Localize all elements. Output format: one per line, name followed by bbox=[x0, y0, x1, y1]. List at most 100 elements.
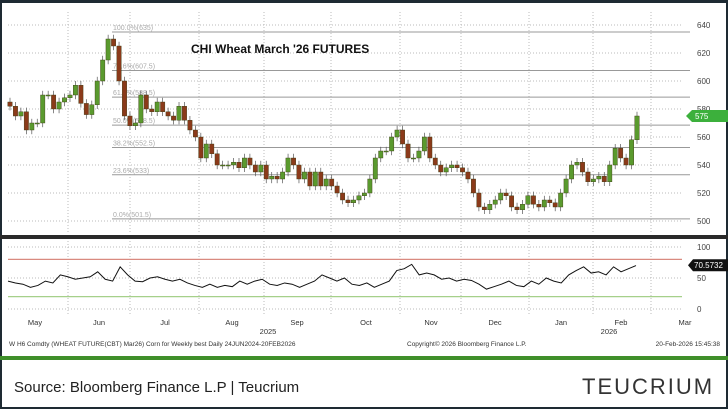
candle-body bbox=[258, 164, 264, 173]
candle-body bbox=[389, 136, 395, 152]
candle-body bbox=[405, 143, 411, 159]
candle-body bbox=[62, 97, 67, 103]
candle-body bbox=[242, 157, 247, 169]
candle-body bbox=[383, 150, 389, 153]
rsi-tick-label: 50 bbox=[697, 274, 706, 283]
candle-body bbox=[509, 195, 514, 208]
candle-body bbox=[498, 192, 504, 201]
last-price-tag bbox=[686, 110, 728, 122]
candle-body bbox=[612, 147, 618, 166]
last-price-label: 575 bbox=[695, 112, 709, 121]
candle-body bbox=[231, 161, 236, 166]
candle-body bbox=[89, 104, 95, 115]
fib-level-label: 23.6%(533) bbox=[113, 168, 149, 175]
candle-body bbox=[465, 171, 471, 180]
panel-separator bbox=[0, 235, 728, 239]
source-caption: Source: Bloomberg Finance L.P | Teucrium bbox=[14, 379, 300, 396]
candle-body bbox=[56, 101, 62, 110]
price-tick-label: 580 bbox=[697, 105, 711, 114]
candle-body bbox=[460, 167, 465, 173]
candle-body bbox=[492, 199, 498, 205]
candle-body bbox=[252, 164, 258, 173]
candle-body bbox=[192, 129, 198, 138]
price-tick-label: 600 bbox=[697, 77, 711, 86]
candle-body bbox=[558, 192, 564, 208]
candle-body bbox=[367, 178, 373, 194]
candle-body bbox=[209, 143, 215, 155]
candle-body bbox=[105, 38, 111, 61]
candle-body bbox=[29, 122, 35, 131]
candle-body bbox=[552, 202, 558, 208]
candle-body bbox=[220, 164, 226, 167]
month-label: Feb bbox=[615, 318, 628, 327]
year-label: 2026 bbox=[601, 327, 618, 336]
candle-body bbox=[182, 105, 187, 121]
candle-body bbox=[547, 199, 553, 203]
candle-body bbox=[132, 122, 138, 126]
fib-level-label: 78.6%(607.5) bbox=[113, 64, 155, 71]
candle-body bbox=[449, 164, 455, 168]
candle-body bbox=[285, 157, 291, 173]
candle-body bbox=[487, 203, 493, 210]
candle-body bbox=[127, 115, 133, 127]
candle-body bbox=[154, 101, 160, 113]
candle-body bbox=[378, 150, 384, 159]
candle-body bbox=[438, 164, 444, 173]
candle-body bbox=[143, 94, 149, 110]
candle-body bbox=[471, 178, 476, 194]
candle-body bbox=[563, 178, 569, 194]
candle-body bbox=[574, 161, 580, 166]
month-label: Jan bbox=[555, 318, 567, 327]
candle-body bbox=[481, 206, 487, 210]
brand-divider bbox=[0, 356, 728, 360]
candle-body bbox=[274, 175, 280, 180]
candle-body bbox=[590, 178, 596, 182]
candle-body bbox=[214, 153, 220, 166]
candle-body bbox=[203, 143, 209, 159]
candle-body bbox=[307, 171, 313, 187]
footer-timestamp: 20-Feb-2026 15:45:38 bbox=[656, 341, 721, 348]
price-tick-label: 500 bbox=[697, 217, 711, 226]
year-label: 2025 bbox=[260, 327, 277, 336]
candle-body bbox=[269, 175, 275, 180]
candle-body bbox=[361, 192, 367, 196]
candle-body bbox=[116, 45, 122, 82]
chart-title: CHI Wheat March '26 FUTURES bbox=[191, 42, 370, 56]
candle-body bbox=[18, 111, 24, 117]
candle-body bbox=[427, 136, 433, 159]
candle-body bbox=[525, 195, 531, 205]
price-tick-label: 620 bbox=[697, 49, 711, 58]
candle-body bbox=[400, 129, 405, 145]
price-tick-label: 540 bbox=[697, 161, 711, 170]
candle-body bbox=[421, 136, 427, 152]
candle-body bbox=[318, 171, 324, 187]
month-label: Aug bbox=[225, 318, 238, 327]
candle-body bbox=[345, 199, 351, 203]
fib-level-label: 100.0%(635) bbox=[113, 25, 153, 32]
candle-body bbox=[94, 80, 100, 105]
candle-body bbox=[340, 192, 345, 201]
candle-body bbox=[580, 161, 585, 173]
candle-body bbox=[83, 103, 89, 115]
candle-body bbox=[296, 164, 302, 180]
candle-body bbox=[629, 139, 634, 166]
candle-body bbox=[198, 136, 204, 159]
rsi-value-tag bbox=[688, 259, 728, 272]
rsi-value-label: 70.5732 bbox=[694, 261, 723, 270]
candle-body bbox=[531, 195, 536, 205]
candle-body bbox=[634, 115, 640, 140]
candle-body bbox=[476, 192, 482, 208]
candle-body bbox=[247, 157, 253, 166]
fib-level-label: 38.2%(552.5) bbox=[113, 141, 155, 148]
month-label: Jul bbox=[160, 318, 170, 327]
candle-body bbox=[100, 59, 106, 82]
footer-copyright: Copyright© 2026 Bloomberg Finance L.P. bbox=[407, 340, 527, 348]
candle-body bbox=[7, 101, 13, 107]
rsi-tick-label: 0 bbox=[697, 305, 702, 314]
candle-body bbox=[329, 178, 335, 187]
candle-body bbox=[111, 38, 116, 47]
teucrium-logo: TEUCRIUM bbox=[582, 374, 715, 399]
candle-body bbox=[302, 171, 307, 180]
